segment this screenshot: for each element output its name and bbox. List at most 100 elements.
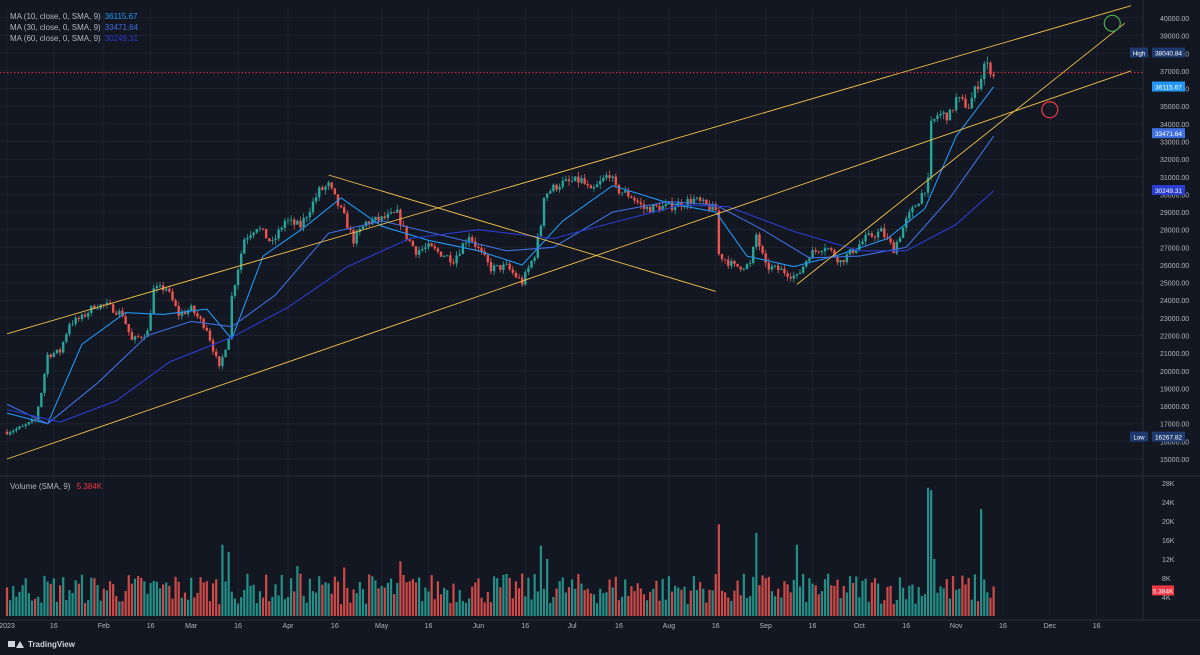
volume-bar <box>386 582 390 616</box>
candle-body <box>495 265 499 266</box>
volume-bar <box>58 585 62 616</box>
time-tick-label: 16 <box>615 623 623 630</box>
candle-body <box>127 324 130 333</box>
candle-body <box>124 316 127 325</box>
volume-legend[interactable]: Volume (SMA, 9) 5.384K <box>10 482 102 491</box>
price-value-badge <box>1152 81 1185 92</box>
volume-bar <box>574 588 577 616</box>
volume-bar <box>371 576 374 616</box>
candle-body <box>920 193 924 204</box>
candle-body <box>480 247 483 252</box>
candle-body <box>764 253 767 263</box>
volume-bar <box>52 578 55 616</box>
volume-bar <box>246 573 249 616</box>
volume-bar <box>439 594 443 616</box>
price-tick-label: 20000.00 <box>1160 369 1189 376</box>
volume-bar <box>418 577 421 616</box>
price-tick-label: 35000.00 <box>1160 104 1189 111</box>
time-tick-label: 16 <box>147 623 155 630</box>
candle-body <box>105 302 109 305</box>
candle-body <box>396 209 399 213</box>
candle-body <box>86 312 90 317</box>
volume-sma-text: 5.384K <box>1153 588 1174 595</box>
volume-bar <box>380 585 383 616</box>
candle-body <box>96 308 99 310</box>
time-tick-label: 16 <box>712 623 720 630</box>
volume-bar <box>817 594 820 616</box>
volume-bar <box>399 561 402 616</box>
volume-bar <box>343 567 346 616</box>
volume-bar <box>130 583 133 616</box>
candle-body <box>917 203 920 207</box>
volume-bar <box>833 585 836 616</box>
candle-body <box>733 261 736 264</box>
candle-body <box>898 238 902 242</box>
candle-body <box>486 254 490 262</box>
volume-bar <box>664 599 667 616</box>
candle-body <box>65 334 68 342</box>
price-tick-label: 21000.00 <box>1160 351 1189 358</box>
candle-body <box>826 248 830 250</box>
volume-bar <box>24 578 27 616</box>
volume-bar <box>411 578 414 616</box>
candle-body <box>567 179 571 182</box>
candle-body <box>130 332 134 340</box>
volume-bar <box>233 598 237 616</box>
candle-body <box>12 430 15 433</box>
candle-body <box>286 220 290 222</box>
candle-body <box>52 353 56 357</box>
candle-body <box>580 178 583 183</box>
candle-body <box>427 243 430 248</box>
brand-footer[interactable]: TradingView <box>8 639 75 649</box>
volume-bar <box>280 574 283 616</box>
candle-body <box>948 109 952 121</box>
candle-body <box>945 112 948 121</box>
volume-bar <box>867 601 870 616</box>
volume-bar <box>34 598 37 616</box>
volume-bar <box>608 579 611 616</box>
candle-body <box>355 231 358 244</box>
volume-bar <box>752 576 755 616</box>
volume-bar <box>611 587 614 616</box>
volume-bar <box>5 587 9 616</box>
volume-bar <box>205 581 208 616</box>
ma60-legend[interactable]: MA (60, close, 0, SMA, 9) 30249.31 <box>10 33 138 44</box>
volume-bar <box>973 574 976 616</box>
volume-bar <box>802 573 805 616</box>
trendline <box>6 70 1132 460</box>
volume-bar <box>374 580 377 616</box>
volume-bar <box>786 584 789 616</box>
volume-bar <box>502 574 505 616</box>
candle-body <box>21 426 24 427</box>
volume-bar <box>364 603 368 616</box>
volume-bar <box>976 601 980 616</box>
candle-body <box>146 330 149 337</box>
volume-bar <box>830 585 833 616</box>
price-tick-label: 30000.00 <box>1160 192 1189 199</box>
price-tick-label: 23000.00 <box>1160 316 1189 323</box>
candle-body <box>199 316 202 319</box>
volume-bar <box>215 579 218 616</box>
candle-body <box>115 312 118 315</box>
volume-bar <box>564 592 567 616</box>
candle-body <box>639 202 643 205</box>
ma30-legend[interactable]: MA (30, close, 0, SMA, 9) 33471.64 <box>10 22 138 33</box>
volume-bar <box>68 590 71 616</box>
price-tick-label: 29000.00 <box>1160 210 1189 217</box>
price-tick-label: 26000.00 <box>1160 263 1189 270</box>
volume-bar <box>393 594 396 616</box>
volume-bar <box>49 583 52 616</box>
candle-body <box>208 330 212 341</box>
volume-bar <box>171 598 174 616</box>
candle-body <box>80 314 84 320</box>
ma10-legend[interactable]: MA (10, close, 0, SMA, 9) 36115.67 <box>10 11 138 22</box>
volume-bar <box>748 596 752 616</box>
candle-body <box>817 251 820 253</box>
volume-bar <box>346 588 349 616</box>
volume-bar <box>533 573 536 616</box>
candle-body <box>318 187 321 198</box>
candle-body <box>583 178 586 185</box>
volume-bar <box>496 578 499 616</box>
